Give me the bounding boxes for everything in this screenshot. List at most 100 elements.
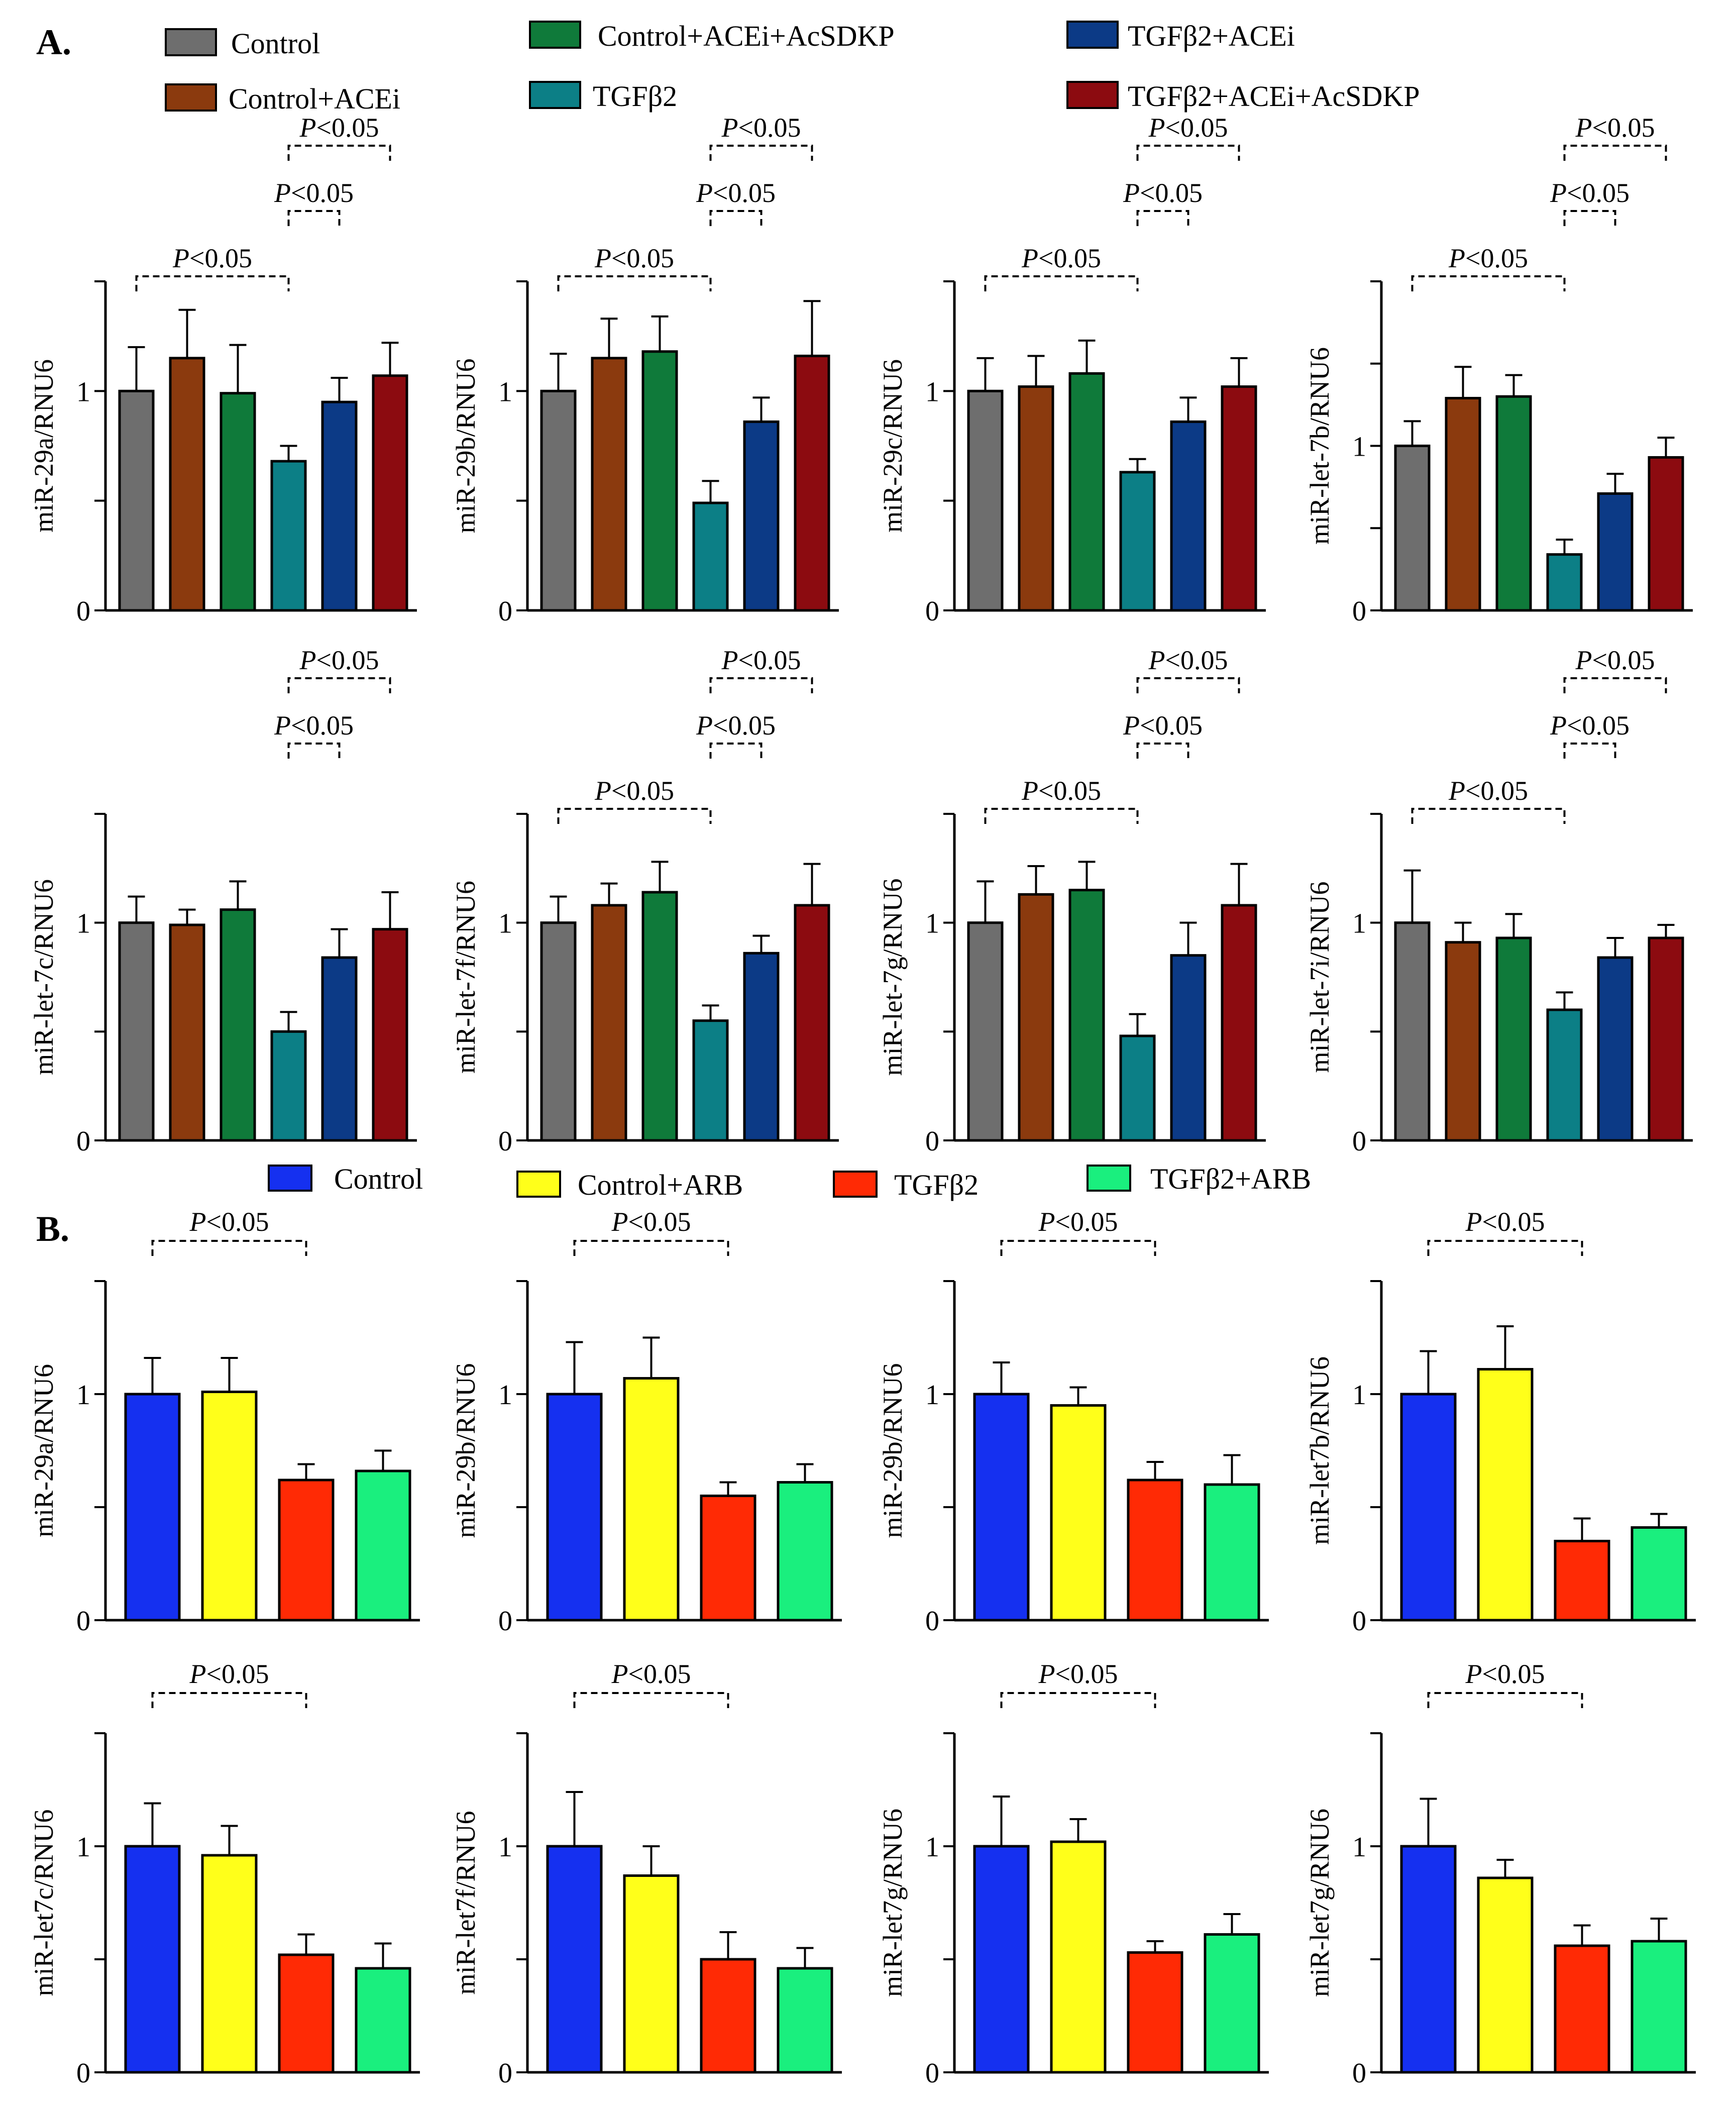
bar-2 xyxy=(641,891,678,1142)
legend-b-swatch-3 xyxy=(1087,1165,1131,1192)
bar-4 xyxy=(1170,954,1207,1142)
sig-label: P<0.05 xyxy=(1021,243,1101,273)
chart-14: 0 1 miR-let7g/RNU6 P<0.05 xyxy=(878,1659,1269,2089)
bar-3 xyxy=(270,460,307,612)
bar-3 xyxy=(1546,553,1583,612)
legend-b-label-1: Control+ARB xyxy=(578,1169,743,1201)
bar-0 xyxy=(1400,1393,1457,1622)
y-axis-label: miR-29b/RNU6 xyxy=(878,1363,908,1538)
y-axis-label: miR-29b/RNU6 xyxy=(451,1363,481,1538)
bar-1 xyxy=(169,923,205,1142)
sig-label: P<0.05 xyxy=(611,1659,691,1689)
bar-3 xyxy=(355,1967,411,2074)
sig-bracket xyxy=(287,743,341,759)
y-tick-label: 1 xyxy=(498,1380,512,1411)
sig-bracket xyxy=(709,677,813,693)
sig-label: P<0.05 xyxy=(1123,710,1203,741)
bar-3 xyxy=(270,1030,307,1142)
sig-bracket xyxy=(151,1240,307,1256)
sig-label: P<0.05 xyxy=(594,243,674,273)
bar-5 xyxy=(372,374,408,612)
bar-3 xyxy=(777,1967,833,2074)
y-axis-label: miR-29a/RNU6 xyxy=(29,359,59,533)
y-tick-label: 0 xyxy=(498,1606,512,1637)
sig-bracket xyxy=(557,275,712,291)
y-axis-label: miR-let-7b/RNU6 xyxy=(1305,347,1335,545)
sig-bracket xyxy=(1563,677,1667,693)
legend-a-swatch-0 xyxy=(165,28,217,56)
sig-bracket xyxy=(287,145,391,161)
y-tick-label: 1 xyxy=(1352,1380,1366,1411)
bar-1 xyxy=(1050,1840,1107,2074)
bar-5 xyxy=(1221,904,1257,1142)
y-tick-label: 1 xyxy=(1352,1832,1366,1863)
sig-bracket xyxy=(709,210,763,226)
chart-6: 0 1 miR-let-7g/RNU6 P<0.05 P<0.05 P<0.05 xyxy=(878,645,1266,1157)
bar-1 xyxy=(623,1874,680,2074)
y-axis-label: miR-let7b/RNU6 xyxy=(1305,1356,1335,1545)
legend-a-label-1: Control+ACEi xyxy=(229,82,400,115)
legend-b-swatch-2 xyxy=(833,1171,878,1198)
chart-12: 0 1 miR-let7c/RNU6 P<0.05 xyxy=(29,1659,420,2089)
bar-2 xyxy=(1554,1540,1610,1622)
y-tick-label: 1 xyxy=(76,1380,90,1411)
sig-label: P<0.05 xyxy=(1038,1659,1118,1689)
bar-2 xyxy=(278,1953,335,2074)
legend-b: Control Control+ARB TGFβ2 TGFβ2+ARB xyxy=(268,1163,1311,1201)
bar-5 xyxy=(1221,385,1257,612)
y-tick-label: 0 xyxy=(925,596,939,627)
legend-a-swatch-3 xyxy=(529,81,581,109)
bar-0 xyxy=(118,921,155,1142)
bar-1 xyxy=(591,904,627,1142)
legend-b-label-3: TGFβ2+ARB xyxy=(1150,1163,1311,1195)
bar-4 xyxy=(321,956,358,1142)
y-tick-label: 0 xyxy=(1352,1606,1366,1637)
sig-bracket xyxy=(709,145,813,161)
bar-2 xyxy=(1127,1479,1183,1622)
y-axis-label: miR-let7c/RNU6 xyxy=(29,1810,59,1996)
sig-label: P<0.05 xyxy=(1021,776,1101,806)
bar-2 xyxy=(278,1479,335,1622)
sig-label: P<0.05 xyxy=(1465,1659,1545,1689)
legend-a-label-0: Control xyxy=(231,27,320,60)
sig-bracket xyxy=(135,275,290,291)
bar-0 xyxy=(124,1845,181,2074)
sig-label: P<0.05 xyxy=(1123,178,1203,208)
bar-1 xyxy=(169,357,205,612)
y-tick-label: 1 xyxy=(1352,432,1366,463)
bar-5 xyxy=(1648,936,1684,1142)
y-axis-label: miR-29a/RNU6 xyxy=(29,1364,59,1537)
sig-label: P<0.05 xyxy=(299,645,379,675)
y-tick-label: 0 xyxy=(498,1126,512,1157)
sig-bracket xyxy=(1563,210,1616,226)
legend-b-swatch-1 xyxy=(516,1171,561,1198)
sig-label: P<0.05 xyxy=(274,710,354,741)
bar-4 xyxy=(1597,956,1634,1142)
y-tick-label: 0 xyxy=(1352,596,1366,627)
sig-label: P<0.05 xyxy=(1550,710,1630,741)
bar-0 xyxy=(1394,445,1431,612)
sig-label: P<0.05 xyxy=(189,1207,269,1237)
legend-a-swatch-4 xyxy=(1066,21,1119,49)
y-tick-label: 0 xyxy=(925,1126,939,1157)
bar-3 xyxy=(692,501,729,612)
chart-11: 0 1 miR-let7b/RNU6 P<0.05 xyxy=(1305,1207,1696,1637)
sig-bracket xyxy=(1136,677,1240,693)
sig-bracket xyxy=(573,1692,729,1708)
y-axis-label: miR-let-7c/RNU6 xyxy=(29,879,59,1075)
bar-2 xyxy=(1068,372,1105,612)
bar-1 xyxy=(1477,1876,1534,2074)
bar-1 xyxy=(1477,1368,1534,1622)
bar-0 xyxy=(540,921,577,1142)
bar-0 xyxy=(1400,1845,1457,2074)
sig-bracket xyxy=(709,743,763,759)
chart-2: 0 1 miR-29c/RNU6 P<0.05 P<0.05 P<0.05 xyxy=(878,113,1266,627)
bar-0 xyxy=(118,389,155,612)
bar-0 xyxy=(540,389,577,612)
bar-2 xyxy=(1127,1951,1183,2074)
y-tick-label: 1 xyxy=(498,1832,512,1863)
legend-b-label-2: TGFβ2 xyxy=(894,1169,979,1201)
y-tick-label: 1 xyxy=(925,1380,939,1411)
sig-label: P<0.05 xyxy=(594,776,674,806)
